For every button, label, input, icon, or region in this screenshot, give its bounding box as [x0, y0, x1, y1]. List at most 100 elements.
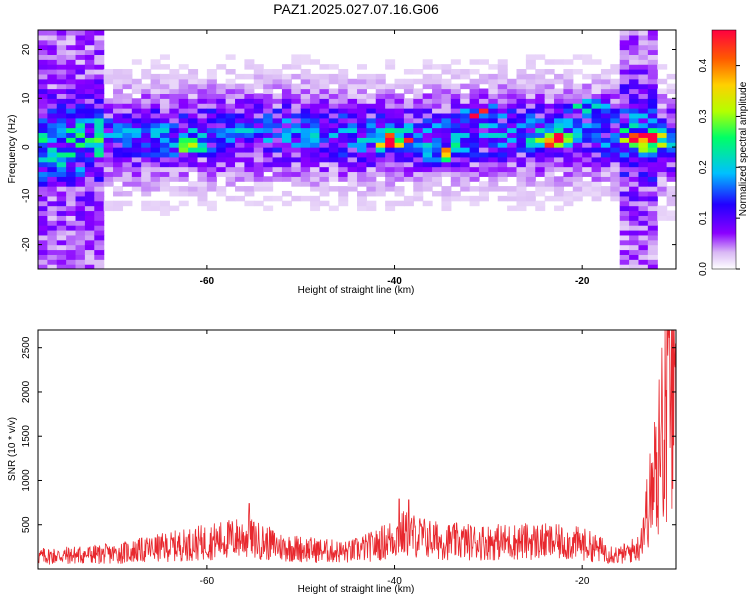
heatmap-cell	[131, 137, 142, 143]
heatmap-cell	[159, 54, 170, 60]
heatmap-cell	[525, 147, 536, 153]
heatmap-cell	[216, 93, 227, 99]
heatmap-cell	[94, 73, 105, 80]
heatmap-cell	[66, 176, 77, 182]
heatmap-cell	[413, 88, 424, 95]
heatmap-cell	[47, 98, 58, 104]
heatmap-cell	[441, 156, 452, 163]
heatmap-cell	[403, 98, 414, 104]
heatmap-cell	[56, 215, 67, 221]
heatmap-cell	[169, 88, 180, 95]
heatmap-cell	[535, 93, 546, 99]
heatmap-cell	[310, 132, 321, 138]
heatmap-cell	[94, 220, 105, 226]
x-tick-label: -20	[575, 576, 590, 587]
heatmap-cell	[460, 69, 471, 75]
heatmap-cell	[272, 142, 283, 148]
heatmap-cell	[216, 171, 227, 177]
heatmap-cell	[516, 78, 527, 85]
heatmap-cell	[103, 166, 114, 173]
heatmap-cell	[647, 181, 658, 187]
heatmap-cell	[310, 142, 321, 148]
heatmap-cell	[422, 142, 433, 148]
heatmap-cell	[188, 190, 199, 197]
heatmap-cell	[75, 195, 86, 202]
heatmap-cell	[554, 176, 565, 182]
heatmap-cell	[525, 103, 536, 109]
heatmap-cell	[563, 78, 574, 85]
heatmap-cell	[328, 117, 339, 124]
heatmap-cell	[441, 151, 452, 158]
heatmap-cell	[432, 88, 443, 95]
heatmap-cell	[253, 69, 264, 75]
heatmap-cell	[600, 176, 611, 182]
heatmap-cell	[591, 78, 602, 85]
heatmap-cell	[75, 161, 86, 168]
heatmap-cell	[310, 103, 321, 109]
heatmap-cell	[385, 132, 396, 138]
heatmap-cell	[103, 73, 114, 80]
heatmap-cell	[131, 112, 142, 119]
heatmap-cell	[488, 98, 499, 104]
heatmap-cell	[629, 103, 640, 109]
heatmap-cell	[394, 156, 405, 163]
heatmap-cell	[394, 93, 405, 99]
heatmap-cell	[600, 186, 611, 192]
heatmap-cell	[563, 166, 574, 173]
heatmap-cell	[638, 156, 649, 163]
heatmap-cell	[610, 64, 621, 70]
heatmap-cell	[600, 166, 611, 173]
heatmap-cell	[84, 239, 95, 246]
heatmap-cell	[413, 117, 424, 124]
heatmap-cell	[113, 132, 124, 138]
heatmap-cell	[300, 117, 311, 124]
heatmap-cell	[94, 166, 105, 173]
heatmap-cell	[347, 142, 358, 148]
heatmap-cell	[619, 64, 630, 70]
heatmap-cell	[56, 64, 67, 70]
heatmap-cell	[159, 137, 170, 143]
heatmap-cell	[56, 88, 67, 95]
heatmap-cell	[619, 210, 630, 216]
heatmap-cell	[75, 98, 86, 104]
heatmap-cell	[235, 93, 246, 99]
heatmap-cell	[544, 93, 555, 99]
heatmap-cell	[300, 171, 311, 177]
heatmap-cell	[629, 122, 640, 129]
heatmap-cell	[281, 127, 292, 134]
heatmap-cell	[338, 147, 349, 153]
heatmap-cell	[600, 73, 611, 80]
heatmap-cell	[647, 108, 658, 114]
heatmap-cell	[385, 122, 396, 129]
heatmap-cell	[657, 64, 668, 70]
heatmap-cell	[84, 54, 95, 60]
heatmap-cell	[657, 205, 668, 212]
heatmap-cell	[281, 142, 292, 148]
heatmap-cell	[150, 151, 161, 158]
heatmap-cell	[150, 83, 161, 90]
heatmap-cell	[159, 166, 170, 173]
heatmap-cell	[338, 137, 349, 143]
heatmap-cell	[272, 132, 283, 138]
heatmap-cell	[450, 151, 461, 158]
heatmap-cell	[197, 161, 208, 168]
heatmap-cell	[75, 93, 86, 99]
spectrogram-x-label: Height of straight line (km)	[298, 285, 415, 296]
heatmap-cell	[357, 103, 367, 109]
heatmap-cell	[497, 166, 508, 173]
heatmap-cell	[610, 69, 621, 75]
heatmap-cell	[460, 83, 471, 90]
heatmap-cell	[647, 132, 658, 138]
y-tick-label: 2500	[21, 336, 32, 359]
heatmap-cell	[47, 73, 58, 80]
heatmap-cell	[38, 200, 48, 207]
heatmap-cell	[563, 108, 574, 114]
heatmap-cell	[47, 264, 58, 269]
heatmap-cell	[563, 73, 574, 80]
heatmap-cell	[244, 137, 255, 143]
heatmap-cell	[375, 108, 386, 114]
heatmap-cell	[554, 137, 565, 143]
heatmap-cell	[66, 142, 77, 148]
heatmap-cell	[310, 181, 321, 187]
heatmap-cell	[657, 147, 668, 153]
